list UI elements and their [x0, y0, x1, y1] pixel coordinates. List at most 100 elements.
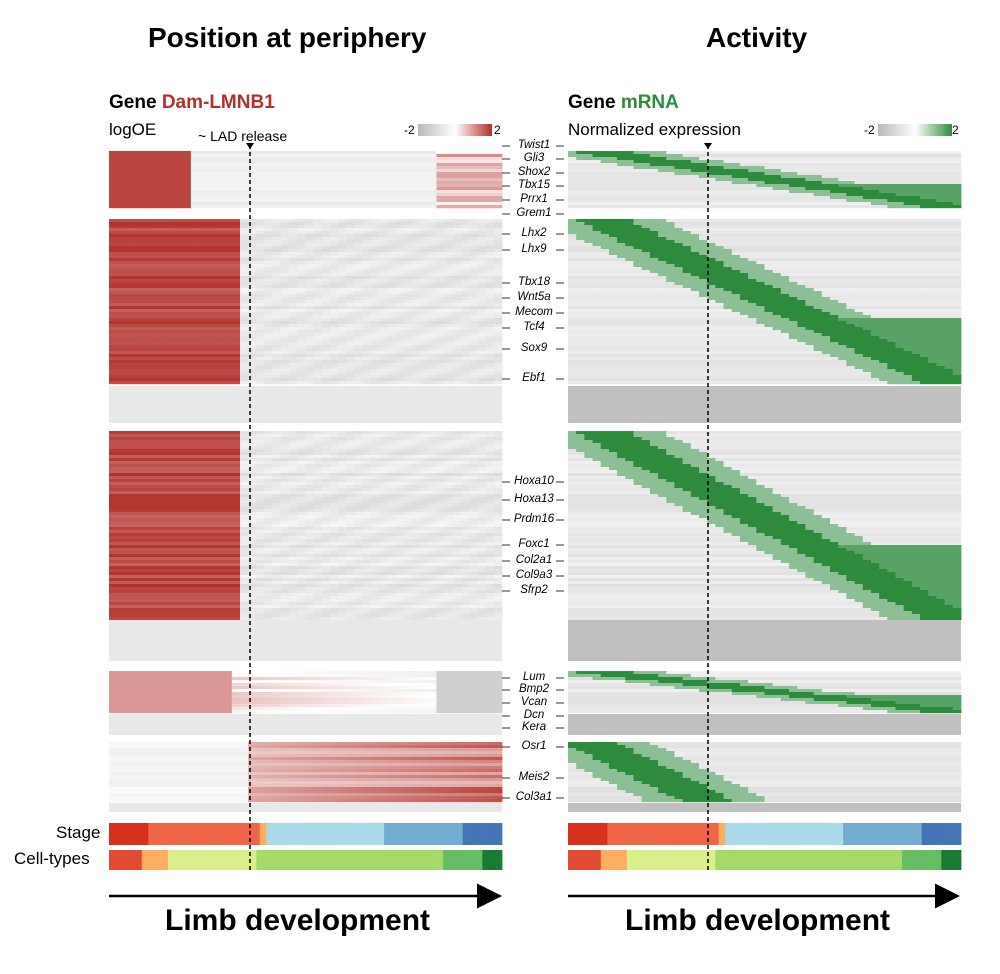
left-cell: [461, 282, 470, 285]
left-cell: [166, 196, 175, 199]
left-cell: [453, 354, 462, 357]
left-cell: [224, 345, 233, 348]
left-cell: [150, 196, 159, 199]
left-cell: [445, 488, 454, 491]
left-cell: [125, 345, 134, 348]
left-cell: [469, 258, 478, 261]
left-cell: [379, 348, 388, 351]
left-cell: [109, 449, 118, 452]
left-cell: [134, 294, 143, 297]
left-cell: [338, 243, 347, 246]
left-cell: [183, 461, 192, 464]
left-cell: [346, 449, 355, 452]
left-cell: [477, 291, 486, 294]
left-cell: [199, 151, 208, 154]
left-cell: [207, 375, 216, 378]
left-cell: [420, 190, 429, 193]
left-cell: [273, 151, 282, 154]
left-cell: [281, 333, 290, 336]
left-cell: [289, 205, 298, 208]
left-cell: [109, 479, 118, 482]
left-cell: [469, 443, 478, 446]
left-cell: [338, 231, 347, 234]
left-cell: [453, 190, 462, 193]
left-cell: [314, 205, 323, 208]
left-cell: [224, 467, 233, 470]
left-cell: [273, 443, 282, 446]
left-cell: [322, 491, 331, 494]
left-cell: [158, 288, 167, 291]
left-cell: [191, 342, 200, 345]
left-cell: [224, 172, 233, 175]
left-cell: [346, 187, 355, 190]
left-cell: [150, 327, 159, 330]
left-cell: [175, 312, 184, 315]
left-cell: [297, 375, 306, 378]
left-cell: [265, 264, 274, 267]
left-cell: [232, 157, 241, 160]
left-cell: [322, 237, 331, 240]
left-cell: [469, 446, 478, 449]
left-cell: [297, 202, 306, 205]
left-cell: [477, 333, 486, 336]
left-cell: [412, 222, 421, 225]
left-cell: [109, 154, 118, 157]
left-cell: [437, 440, 446, 443]
left-cell: [175, 261, 184, 264]
left-cell: [207, 461, 216, 464]
left-cell: [428, 237, 437, 240]
left-cell: [175, 485, 184, 488]
left-cell: [445, 285, 454, 288]
left-cell: [477, 509, 486, 512]
left-cell: [445, 273, 454, 276]
left-cell: [289, 515, 298, 518]
left-cell: [224, 291, 233, 294]
left-cell: [306, 309, 315, 312]
left-cell: [191, 348, 200, 351]
left-cell: [215, 485, 224, 488]
left-cell: [297, 494, 306, 497]
left-cell: [314, 446, 323, 449]
left-cell: [379, 318, 388, 321]
left-cell: [183, 231, 192, 234]
left-cell: [134, 157, 143, 160]
left-cell: [273, 363, 282, 366]
left-cell: [166, 190, 175, 193]
left-cell: [215, 187, 224, 190]
left-cell: [109, 169, 118, 172]
left-cell: [494, 315, 503, 318]
left-cell: [445, 199, 454, 202]
left-cell: [363, 318, 372, 321]
left-cell: [363, 178, 372, 181]
left-cell: [363, 461, 372, 464]
left-cell: [256, 312, 265, 315]
left-cell: [158, 285, 167, 288]
left-cell: [175, 351, 184, 354]
left-cell: [183, 458, 192, 461]
left-cell: [404, 312, 413, 315]
left-cell: [306, 178, 315, 181]
left-cell: [445, 336, 454, 339]
left-cell: [256, 342, 265, 345]
left-cell: [330, 172, 339, 175]
left-cell: [158, 509, 167, 512]
left-cell: [199, 461, 208, 464]
left-cell: [404, 500, 413, 503]
left-cell: [371, 237, 380, 240]
left-cell: [134, 488, 143, 491]
left-cell: [486, 267, 495, 270]
left-cell: [404, 246, 413, 249]
left-cell: [232, 291, 241, 294]
left-cell: [453, 279, 462, 282]
left-cell: [477, 300, 486, 303]
left-cell: [265, 464, 274, 467]
left-cell: [289, 172, 298, 175]
left-cell: [486, 228, 495, 231]
left-cell: [437, 381, 446, 384]
left-cell: [166, 366, 175, 369]
left-cell: [191, 273, 200, 276]
left-cell: [437, 205, 446, 208]
left-cell: [142, 187, 151, 190]
left-cell: [322, 476, 331, 479]
left-cell: [420, 163, 429, 166]
